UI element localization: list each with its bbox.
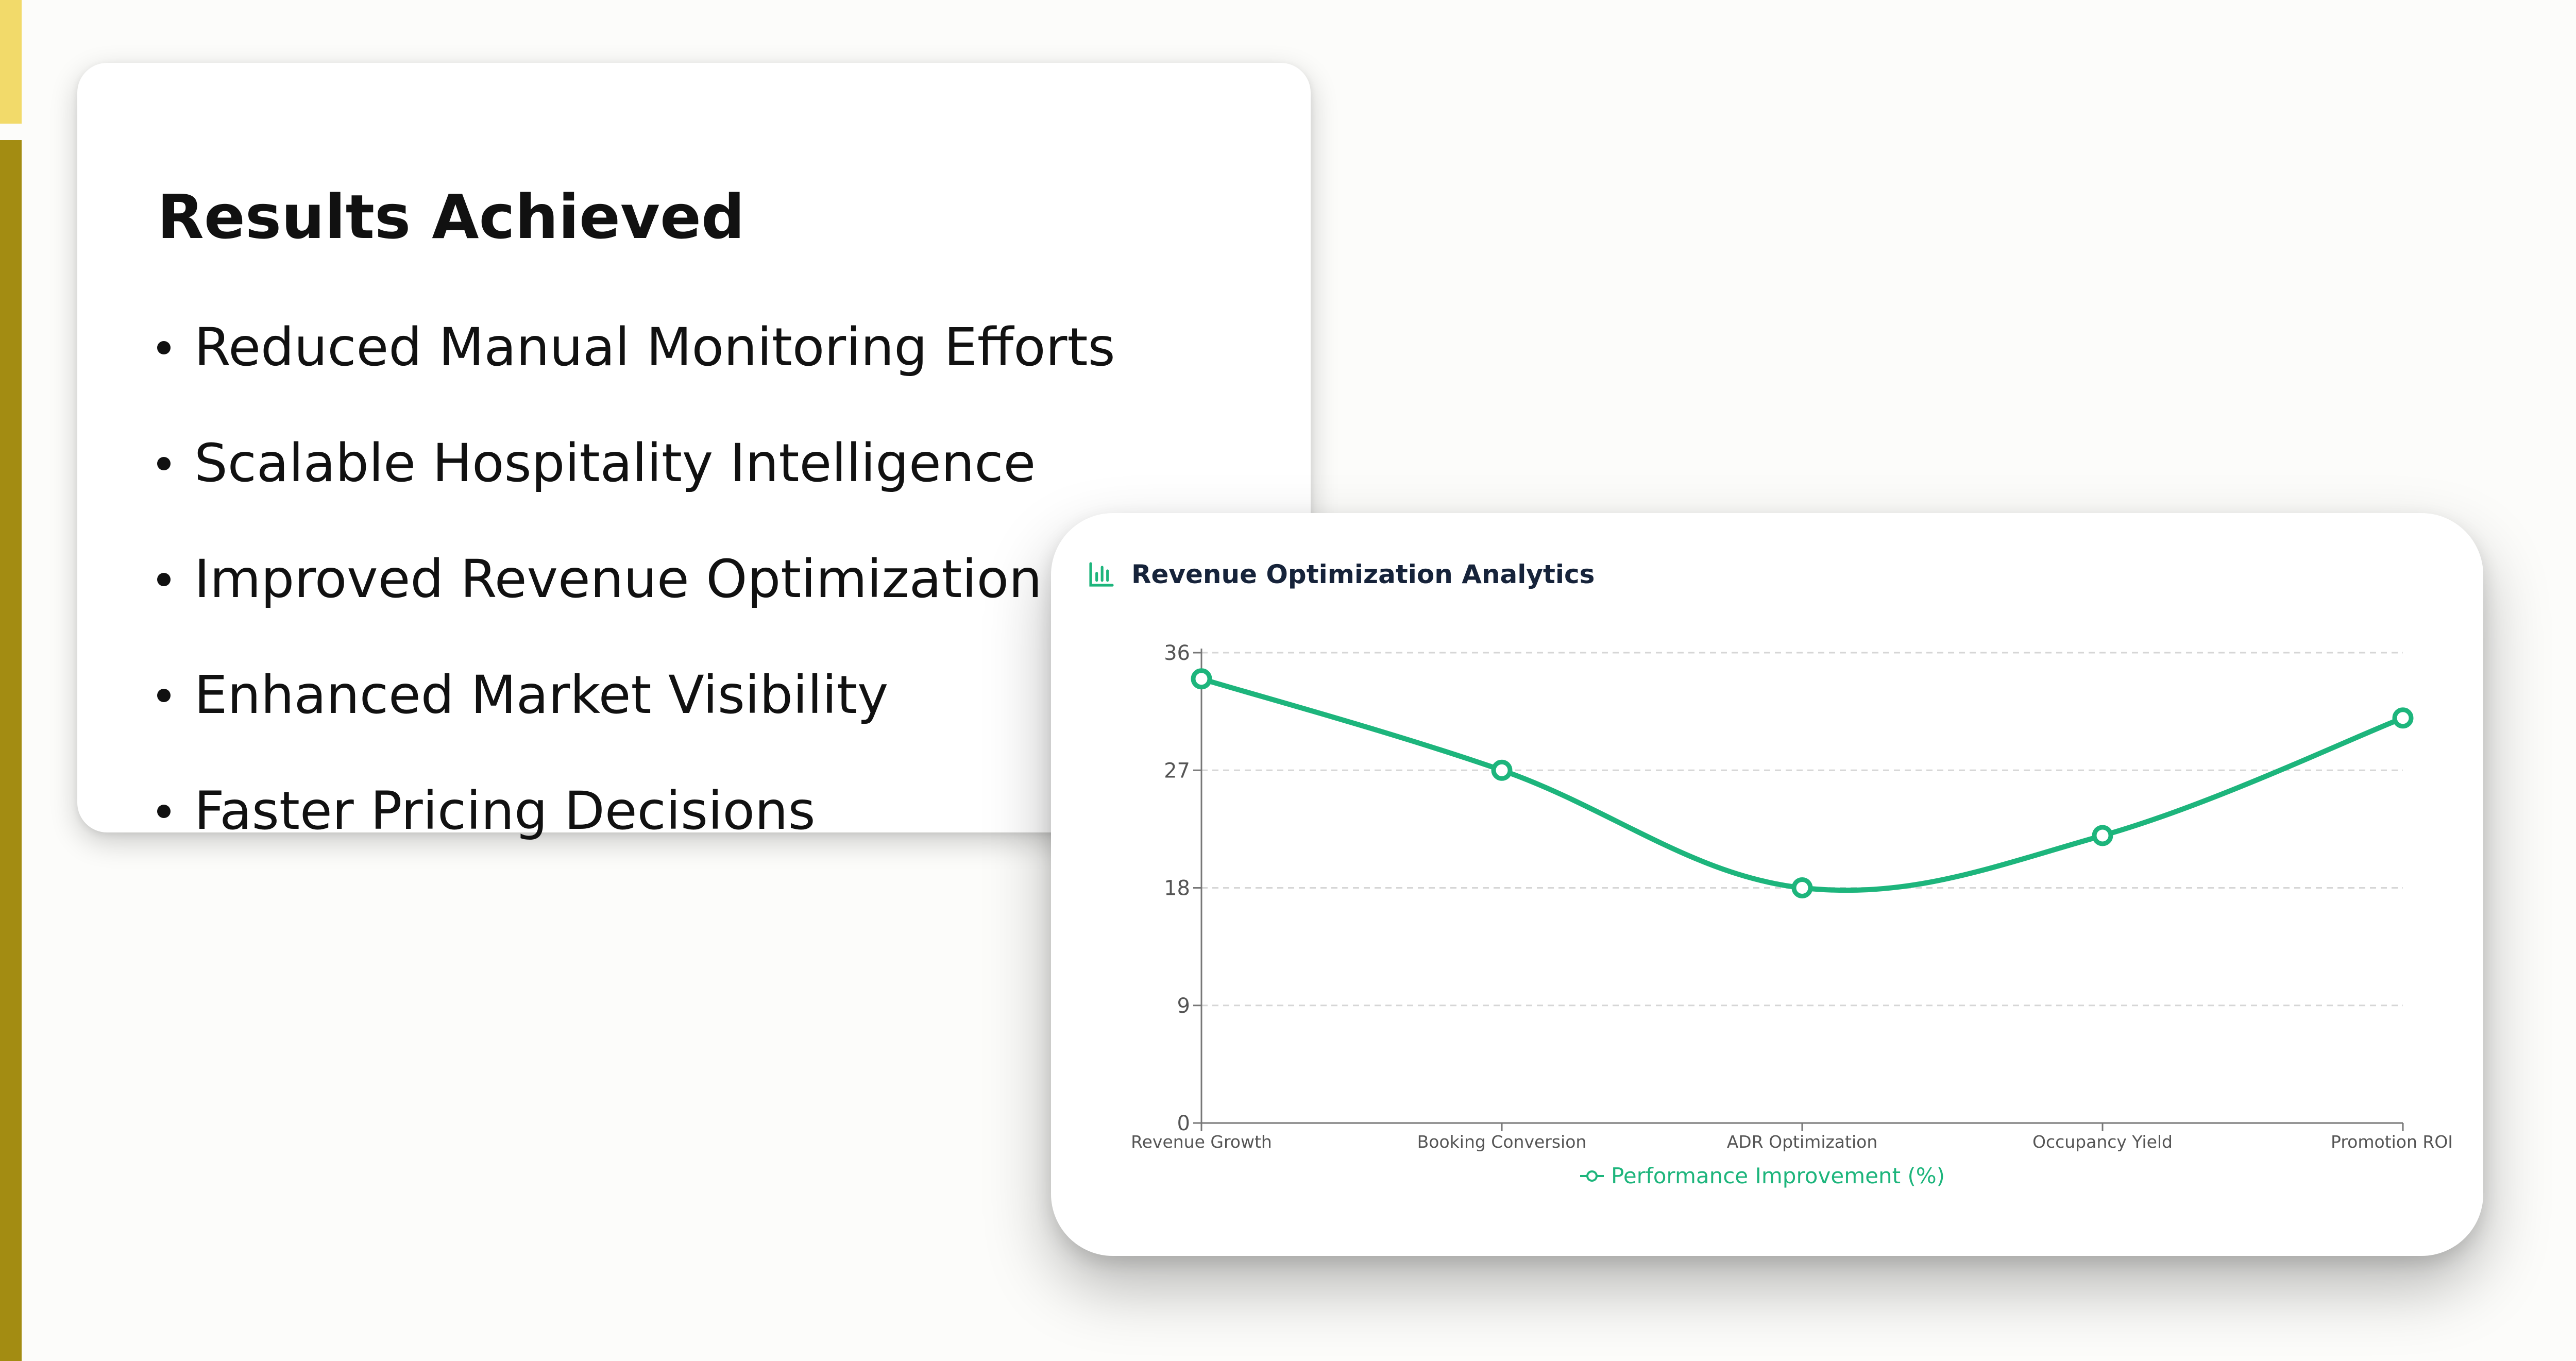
line-chart: 0 9 18 27 36 Revenue Growth Booking Conversion…: [1131, 641, 2453, 1152]
bullet-icon: [157, 804, 171, 818]
results-item-label: Improved Revenue Optimization: [194, 549, 1042, 610]
results-item: Enhanced Market Visibility: [157, 637, 1115, 753]
results-item-label: Enhanced Market Visibility: [194, 665, 889, 726]
x-tick-label: Occupancy Yield: [2032, 1132, 2173, 1152]
bullet-icon: [157, 341, 171, 354]
accent-stripe-top: [0, 0, 22, 124]
results-item: Scalable Hospitality Intelligence: [157, 405, 1115, 521]
x-tick-label: Revenue Growth: [1131, 1132, 1272, 1152]
chart-title: Revenue Optimization Analytics: [1131, 559, 1595, 589]
data-point[interactable]: [1491, 759, 1513, 781]
bullet-icon: [157, 572, 171, 586]
data-point[interactable]: [1191, 668, 1212, 690]
x-tick-label: ADR Optimization: [1727, 1132, 1878, 1152]
results-card: Results Achieved Reduced Manual Monitori…: [77, 63, 1311, 842]
y-tick-label: 36: [1164, 641, 1190, 665]
chart-header: Revenue Optimization Analytics: [1087, 559, 1595, 589]
results-list: Reduced Manual Monitoring Efforts Scalab…: [157, 290, 1115, 869]
results-item: Reduced Manual Monitoring Efforts: [157, 290, 1115, 405]
results-item-label: Reduced Manual Monitoring Efforts: [194, 317, 1115, 378]
x-tick-label: Promotion ROI: [2331, 1132, 2453, 1152]
series-line: [1199, 676, 2405, 893]
data-point[interactable]: [1791, 877, 1813, 898]
bullet-icon: [157, 456, 171, 470]
legend-marker-icon: [1580, 1170, 1604, 1182]
y-tick-label: 0: [1177, 1112, 1190, 1135]
data-point[interactable]: [2092, 825, 2113, 846]
data-point[interactable]: [2392, 707, 2414, 729]
chart-card: 0 9 18 27 36 Revenue Growth Booking Conversion…: [1051, 513, 2483, 1256]
results-title: Results Achieved: [157, 181, 745, 252]
bar-chart-icon: [1089, 562, 1114, 587]
accent-stripe-side: [0, 140, 22, 1361]
chart-legend[interactable]: Performance Improvement (%): [1579, 1163, 1945, 1188]
x-tick-label: Booking Conversion: [1417, 1132, 1587, 1152]
y-tick-label: 27: [1164, 759, 1190, 782]
results-item: Improved Revenue Optimization: [157, 521, 1115, 637]
bullet-icon: [157, 688, 171, 702]
results-item-label: Scalable Hospitality Intelligence: [194, 433, 1036, 494]
y-tick-label: 9: [1177, 994, 1190, 1018]
results-item-label: Faster Pricing Decisions: [194, 780, 816, 842]
results-item: Faster Pricing Decisions: [157, 753, 1115, 869]
legend-label: Performance Improvement (%): [1611, 1163, 1945, 1188]
y-tick-label: 18: [1164, 877, 1190, 900]
